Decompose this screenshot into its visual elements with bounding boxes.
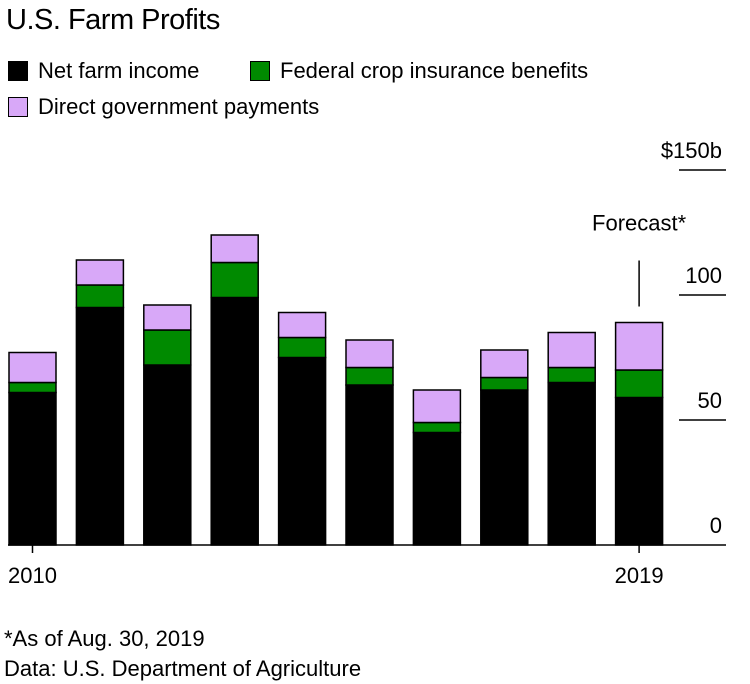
bar-2017-direct (480, 349, 529, 379)
bar-2018-crop (547, 366, 596, 384)
legend-swatch-direct-payments (8, 97, 28, 117)
bar-2015-net (345, 384, 394, 546)
legend-label-net-farm-income: Net farm income (38, 58, 200, 83)
bar-2018-direct (547, 331, 596, 369)
bar-2010-crop (8, 381, 57, 394)
bar-2010-net (8, 391, 57, 546)
y-tick-label-100: 100 (685, 263, 722, 288)
bar-2014-crop (277, 336, 327, 359)
bar-2017-crop (480, 376, 529, 391)
legend-label-direct-payments: Direct government payments (38, 94, 320, 119)
annotation-label-2019: Forecast* (592, 211, 687, 236)
bar-2019-net (614, 396, 664, 546)
bar-2016-crop (412, 421, 462, 434)
bar-2017-net (480, 389, 529, 546)
legend-item-net-farm-income: Net farm income (8, 58, 199, 84)
bar-2015-crop (345, 366, 394, 386)
y-tick-label-150: $150b (661, 138, 722, 163)
bar-2013-net (210, 296, 259, 546)
bar-2013-direct (210, 234, 259, 264)
bar-2011-net (75, 306, 125, 546)
y-tick-label-50: 50 (698, 388, 722, 413)
bar-2011-direct (75, 259, 125, 286)
footnote-as-of: *As of Aug. 30, 2019 (4, 626, 205, 651)
x-tick-label-2010: 2010 (8, 563, 57, 588)
chart-title: U.S. Farm Profits (6, 4, 220, 36)
bar-2013-crop (210, 261, 259, 299)
footnote-source: Data: U.S. Department of Agriculture (4, 656, 362, 681)
bar-2016-net (412, 431, 462, 546)
bar-2016-direct (412, 389, 462, 424)
bar-2019-direct (614, 321, 664, 371)
legend-item-direct-payments: Direct government payments (8, 94, 319, 120)
bar-2019-crop (614, 369, 664, 399)
bar-2018-net (547, 381, 596, 546)
bar-2012-direct (143, 304, 192, 331)
x-tick-label-2019: 2019 (615, 563, 664, 588)
axis-layer: 0 50 100 $150b 2010 2019 Forecast* (8, 138, 726, 588)
bar-2014-direct (277, 311, 327, 339)
bar-2010-direct (8, 351, 57, 384)
legend-swatch-net-farm-income (8, 61, 28, 81)
y-tick-label-0: 0 (710, 513, 722, 538)
legend-label-crop-insurance: Federal crop insurance benefits (280, 58, 589, 83)
bar-2012-crop (143, 329, 192, 366)
legend-item-crop-insurance: Federal crop insurance benefits (250, 58, 588, 84)
bar-2014-net (277, 356, 327, 546)
bar-2012-net (143, 364, 192, 546)
bar-2015-direct (345, 339, 394, 369)
bar-2011-crop (75, 284, 125, 309)
bars-layer (8, 234, 664, 546)
legend-swatch-crop-insurance (250, 61, 270, 81)
